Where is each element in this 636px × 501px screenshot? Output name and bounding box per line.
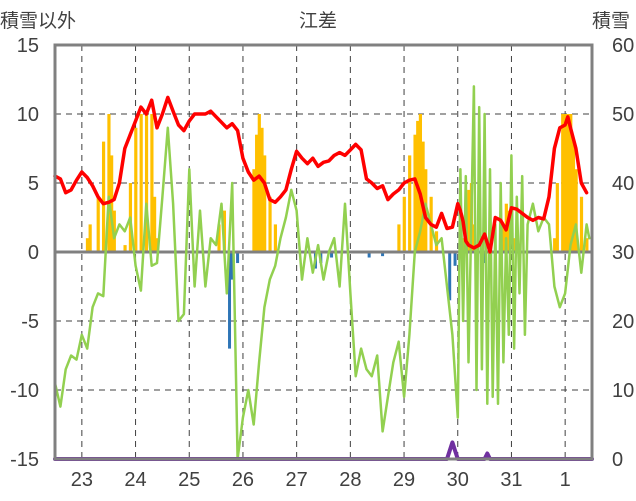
blue-bar [381,252,385,257]
x-tick-label: 28 [339,469,361,491]
right-tick-label: 30 [612,242,634,264]
left-tick-label: -15 [10,449,39,471]
snow-depth-bar [255,134,259,252]
snow-depth-bar [88,224,92,252]
left-tick-label: 5 [28,173,39,195]
right-tick-label: 40 [612,173,634,195]
snow-depth-bar [569,114,573,252]
snow-depth-bar [144,114,149,252]
right-tick-label: 20 [612,311,634,333]
grid-lines [55,45,592,459]
snow-depth-bar [563,114,567,252]
snow-depth-bar [561,114,565,252]
snow-depth-bar [107,114,111,252]
snow-depth-bar [512,238,516,252]
blue-bar [236,252,240,264]
right-tick-label: 0 [612,449,623,471]
right-tick-label: 50 [612,104,634,126]
right-axis-label: 積雪 [592,10,630,32]
snow-depth-bar [150,114,154,252]
left-tick-label: -10 [10,380,39,402]
x-tick-label: 24 [124,469,146,491]
snow-depth-bar [123,245,127,252]
snow-depth-bar [101,141,106,252]
chart-title: 江差 [299,10,337,32]
snow-depth-bar [96,196,100,252]
blue-bar [448,252,452,301]
snow-depth-bar [467,189,471,252]
blue-bar [330,252,334,258]
green-line-series [53,85,591,461]
snow-depth-bar [424,169,428,252]
right-tick-label: 10 [612,380,634,402]
snow-depth-bar [217,224,221,252]
green-series-line [53,85,591,461]
snow-depth-bar [571,141,576,252]
blue-bar [228,252,232,349]
x-tick-label: 25 [178,469,200,491]
blue-bar [483,252,487,264]
snow-depth-bar [153,196,157,252]
blue-bar [230,252,234,280]
plot-frame [53,43,594,461]
snow-depth-bar [257,114,261,252]
left-axis-label: 積雪以外 [0,10,76,32]
blue-bar [367,252,371,258]
blue-bar [453,252,457,266]
snow-depth-bar [134,127,138,252]
left-tick-label: 0 [28,242,39,264]
snow-depth-bar [402,196,406,252]
x-tick-label: 30 [447,469,469,491]
x-tick-label: 27 [286,469,308,491]
snow-depth-bar [252,169,256,252]
x-tick-label: 29 [393,469,415,491]
snow-depth-bar [418,114,423,252]
snow-depth-bar [566,114,570,252]
x-tick-label: 23 [71,469,93,491]
snow-depth-bar [139,114,143,252]
left-tick-label: 10 [17,104,39,126]
snow-depth-bar [273,224,278,252]
snow-depth-bar [555,183,559,252]
red-series-line [53,95,589,254]
snow-depth-bar [507,210,511,252]
snow-depth-bar [85,238,90,252]
x-tick-label: 31 [500,469,522,491]
left-tick-label: 15 [17,35,39,57]
snow-depth-bar [421,141,425,252]
snow-depth-bar [579,196,584,252]
snow-depth-bar [222,210,226,252]
right-tick-label: 60 [612,35,634,57]
snow-depth-bar [408,155,412,252]
snow-depth-bar [263,155,267,252]
x-axis-ticks: 23 24 25 26 27 28 29 30 31 1 [71,469,571,491]
snow-depth-bar [110,155,114,252]
right-axis-ticks: 60 50 40 30 20 10 0 [612,35,634,471]
left-axis-ticks: 15 10 5 0 -5 -10 -15 [10,35,39,471]
snow-depth-bar [413,134,417,252]
snow-depth-bar [585,238,589,252]
snow-depth-bar [502,224,506,252]
snow-depth-bar [397,224,401,252]
x-tick-label: 1 [560,469,571,491]
snow-depth-bar [553,238,557,252]
snow-depth-bar [574,169,578,252]
snow-depth-bar [268,196,272,252]
x-tick-label: 26 [232,469,254,491]
red-line-series [53,95,589,254]
snow-depth-bar [260,127,264,252]
left-tick-label: -5 [21,311,39,333]
